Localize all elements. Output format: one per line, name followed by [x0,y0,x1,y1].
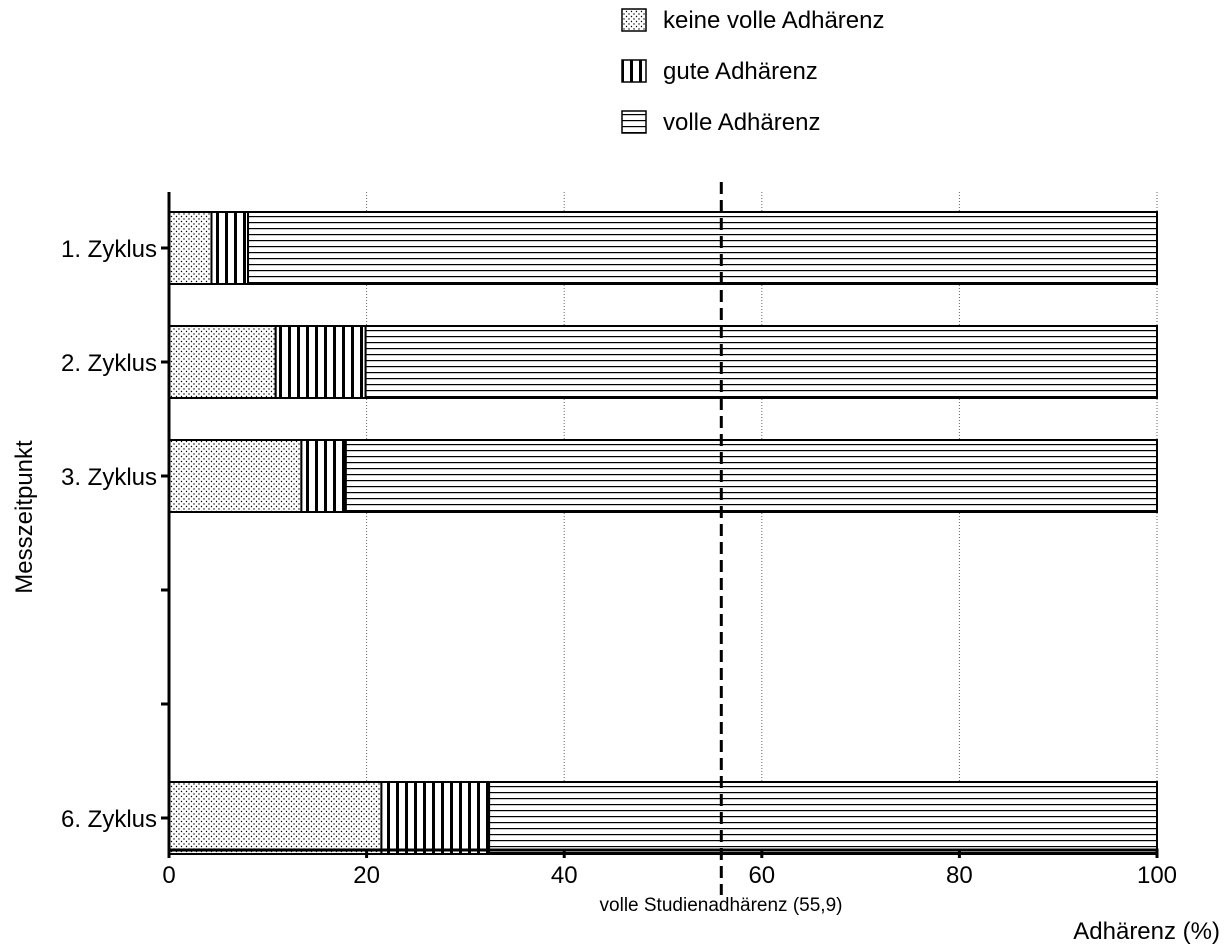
bar-segment-2-1 [168,325,277,399]
legend-swatch-3 [621,110,647,134]
bar-segment-2-3 [364,325,1158,399]
bar-segment-6-2 [380,781,491,855]
legend-label-1: keine volle Adhärenz [663,7,884,34]
x-tick-label-100: 100 [1137,862,1177,889]
reference-line-label: volle Studienadhärenz (55,9) [600,895,843,916]
x-tick-label-60: 60 [748,862,775,889]
legend: keine volle Adhärenz gute Adhärenz volle A… [621,7,884,136]
legend-label-3: volle Adhärenz [663,109,820,136]
bar-segment-3-3 [344,439,1158,513]
y-tick-label-1: 1. Zyklus [61,236,157,263]
bar-segment-6-1 [168,781,383,855]
y-tick-label-6: 6. Zyklus [61,806,157,833]
bar-segment-3-2 [300,439,347,513]
bars [168,211,1159,855]
bar-segment-1-2 [210,211,250,285]
bar-segment-1-3 [247,211,1159,285]
x-tick-label-20: 20 [353,862,380,889]
bar-segment-2-2 [274,325,367,399]
legend-swatch-1 [621,8,647,32]
x-tick-label-0: 0 [162,862,175,889]
x-tick-label-80: 80 [946,862,973,889]
y-tick-label-2: 2. Zyklus [61,350,157,377]
y-axis-title: Messzeitpunkt [11,440,38,594]
x-axis-title: Adhärenz (%) [1073,918,1220,945]
axes: 0 20 40 60 80 100 1. Zyklus 2. Zyklus 3. Zyklus 6… [61,192,1177,889]
gridlines [366,192,1158,850]
bar-segment-3-1 [168,439,303,513]
bar-segment-6-3 [488,781,1158,855]
legend-label-2: gute Adhärenz [663,58,818,85]
legend-swatch-2 [621,59,647,83]
y-tick-label-3: 3. Zyklus [61,464,157,491]
bar-segment-1-1 [168,211,213,285]
x-tick-label-40: 40 [551,862,578,889]
